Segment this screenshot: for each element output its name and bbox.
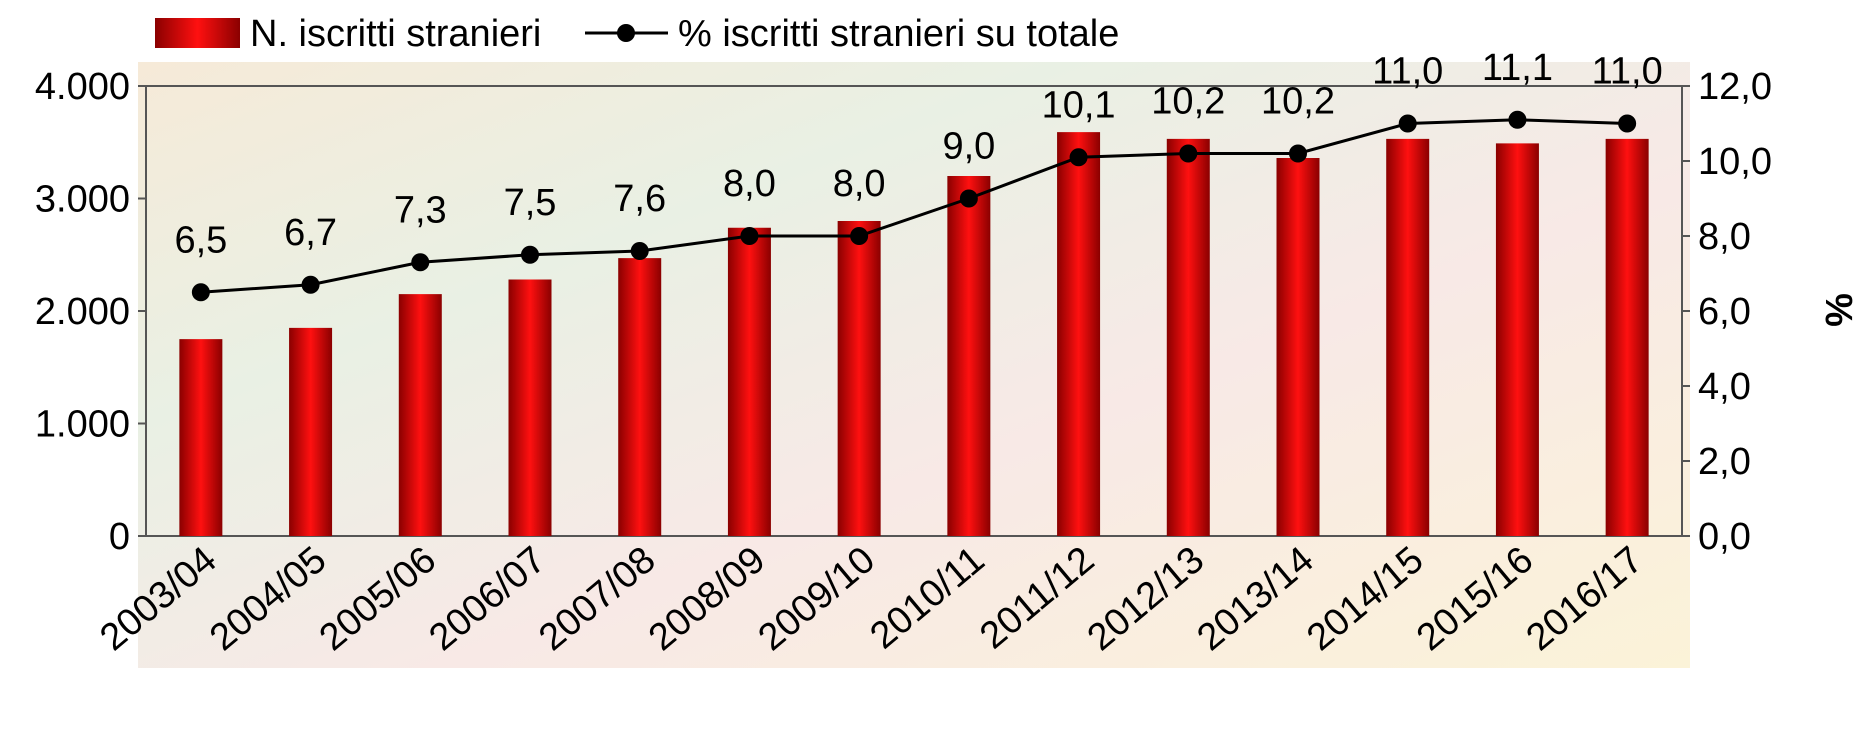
bar [727, 227, 771, 536]
line-marker [740, 227, 759, 245]
data-label: 10,2 [1151, 81, 1225, 123]
legend-label: % iscritti stranieri su totale [678, 13, 1119, 55]
line-marker [301, 275, 320, 294]
y-tick-label: 0 [109, 516, 130, 558]
data-label: 7,3 [394, 189, 447, 231]
y2-tick-label: 6,0 [1698, 291, 1751, 333]
y2-tick-label: 8,0 [1698, 216, 1751, 258]
bar [837, 221, 881, 536]
line-marker [1069, 148, 1088, 167]
bar [1057, 132, 1101, 536]
bar [179, 339, 223, 536]
y2-tick-label: 4,0 [1698, 366, 1751, 408]
bar [289, 327, 333, 536]
data-label: 9,0 [942, 126, 995, 168]
data-label: 11,1 [1482, 47, 1553, 89]
y-tick-label: 1.000 [35, 404, 130, 446]
line-marker [1289, 144, 1307, 163]
line-marker [1179, 144, 1198, 163]
line-marker [411, 253, 430, 272]
y-tick-label: 3.000 [35, 179, 130, 221]
data-label: 11,0 [1372, 51, 1443, 93]
line-marker [1618, 114, 1637, 133]
y2-tick-label: 10,0 [1698, 141, 1772, 183]
legend-marker [617, 24, 635, 42]
bar [508, 279, 552, 536]
background-image [138, 62, 1690, 668]
data-label: 11,0 [1592, 51, 1663, 93]
y2-axis-label: % [1817, 293, 1859, 327]
line [200, 118, 1628, 294]
line-marker [959, 189, 978, 208]
data-label: 8,0 [723, 163, 776, 205]
bar [1495, 143, 1539, 536]
y2-tick-label: 2,0 [1698, 441, 1751, 483]
bar [947, 176, 991, 536]
bar [1276, 158, 1320, 536]
data-label: 7,5 [504, 182, 557, 224]
data-label: 10,2 [1261, 81, 1335, 123]
bar [1386, 138, 1430, 536]
line-marker [850, 227, 869, 245]
data-label: 7,6 [613, 178, 666, 220]
line-marker [191, 283, 210, 302]
line-marker [1508, 110, 1527, 129]
data-label: 8,0 [833, 163, 886, 205]
y-tick-label: 4.000 [35, 66, 130, 108]
bar [1605, 138, 1649, 536]
legend-label: N. iscritti stranieri [250, 13, 541, 55]
bar [618, 258, 662, 536]
legend-swatch [155, 18, 240, 48]
bar [1166, 138, 1210, 536]
data-label: 10,1 [1042, 84, 1116, 126]
line-marker [1398, 114, 1417, 133]
bar [398, 294, 442, 536]
y2-tick-label: 12,0 [1698, 66, 1772, 108]
y-tick-label: 2.000 [35, 291, 130, 333]
data-label: 6,5 [174, 219, 227, 261]
line-marker [521, 245, 539, 264]
data-label: 6,7 [284, 212, 337, 254]
y2-tick-label: 0,0 [1698, 516, 1751, 558]
line-marker [630, 242, 649, 260]
